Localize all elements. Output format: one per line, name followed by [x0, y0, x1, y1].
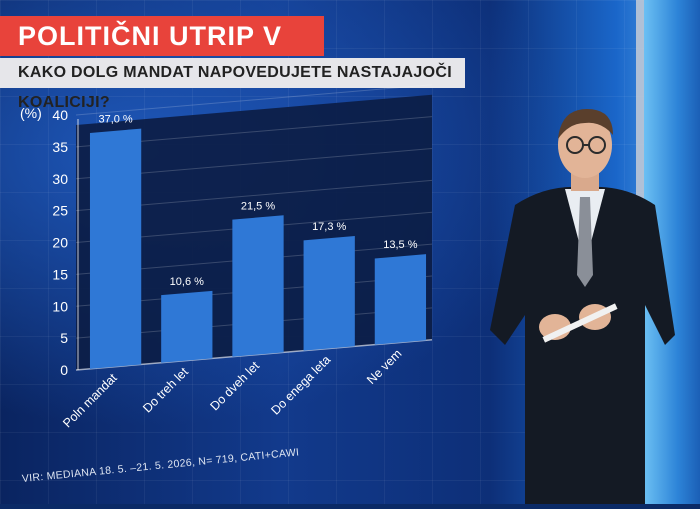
gridline: [75, 84, 433, 116]
y-tick-label: 20: [52, 235, 68, 251]
x-tick-label: Do enega leta: [268, 353, 333, 418]
data-label: 21,5 %: [241, 200, 275, 212]
data-label: 37,0 %: [98, 114, 132, 126]
y-tick-label: 25: [52, 203, 68, 219]
x-tick-label: Do treh let: [140, 364, 191, 415]
bar: [161, 290, 213, 363]
bar: [374, 254, 427, 345]
survey-question: KAKO DOLG MANDAT NAPOVEDUJETE NASTAJAJOČ…: [0, 58, 465, 111]
data-label: 17,3 %: [312, 221, 346, 233]
data-label: 10,6 %: [170, 276, 204, 288]
x-tick-label: Do dveh let: [208, 358, 263, 413]
bar: [89, 128, 142, 369]
presenter: [485, 105, 685, 504]
bar: [303, 236, 355, 351]
x-tick-label: Ne vem: [364, 347, 404, 387]
y-tick-label: 30: [52, 171, 68, 187]
data-label: 13,5 %: [383, 239, 417, 251]
presenter-figure: [490, 109, 675, 504]
y-tick-label: 35: [52, 139, 68, 155]
x-tick-label: Poln mandat: [60, 370, 120, 430]
y-tick-label: 10: [52, 298, 68, 314]
y-tick-label: 15: [52, 266, 68, 282]
y-axis-label: (%): [20, 105, 42, 121]
y-tick-label: 0: [60, 362, 68, 378]
y-tick-label: 40: [52, 107, 68, 123]
y-tick-label: 5: [60, 330, 68, 346]
bar: [232, 215, 284, 357]
